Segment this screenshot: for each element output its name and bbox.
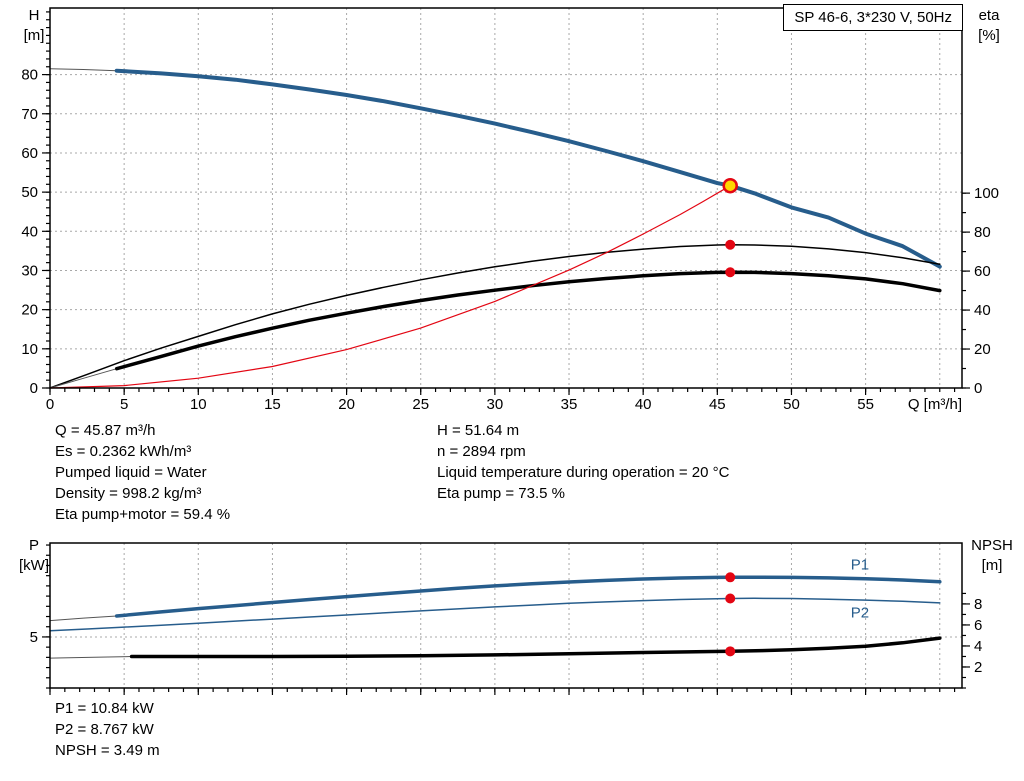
info-line-es: Es = 0.2362 kWh/m³ xyxy=(55,443,192,460)
svg-text:15: 15 xyxy=(264,396,281,413)
eta-pump-motor-extension xyxy=(49,368,118,389)
h-axis-symbol: H xyxy=(28,7,40,24)
npsh-curve xyxy=(129,636,942,659)
h-axis-title: H [m] xyxy=(14,6,54,46)
info-line-temp: Liquid temperature during operation = 20… xyxy=(437,464,730,481)
info-line-eta-total: Eta pump+motor = 59.4 % xyxy=(55,506,231,523)
info-line-liquid: Pumped liquid = Water xyxy=(55,464,207,481)
head-curve xyxy=(114,68,942,269)
p1-extension xyxy=(49,615,118,622)
svg-text:40: 40 xyxy=(21,223,38,240)
svg-text:70: 70 xyxy=(21,106,38,123)
eta-pump-motor-marker xyxy=(725,267,736,278)
eta-pump-motor-curve xyxy=(114,270,942,371)
info-line-h: H = 51.64 m xyxy=(437,422,520,439)
svg-text:55: 55 xyxy=(857,396,874,413)
head-curve-extension xyxy=(49,68,118,72)
p2-curve xyxy=(49,597,941,632)
duty-info-left: Q = 45.87 m³/h Es = 0.2362 kWh/m³ Pumped… xyxy=(55,420,230,525)
info-line-eta-pump: Eta pump = 73.5 % xyxy=(437,485,565,502)
npsh-axis-unit: [m] xyxy=(981,557,1003,574)
svg-text:10: 10 xyxy=(190,396,207,413)
info-line-p2: P2 = 8.767 kW xyxy=(55,721,154,738)
npsh-extension xyxy=(49,656,133,659)
svg-text:0: 0 xyxy=(30,380,38,397)
svg-text:60: 60 xyxy=(21,145,38,162)
npsh-marker xyxy=(725,646,736,657)
svg-text:8: 8 xyxy=(974,596,982,613)
svg-text:5: 5 xyxy=(30,629,38,646)
power-info: P1 = 10.84 kW P2 = 8.767 kW NPSH = 3.49 … xyxy=(55,698,160,761)
duty-info-right: H = 51.64 m n = 2894 rpm Liquid temperat… xyxy=(437,420,729,504)
power-npsh-chart: 5 2 4 6 8 P1 P2 xyxy=(30,542,982,695)
svg-text:50: 50 xyxy=(783,396,800,413)
eta-axis-symbol: eta xyxy=(978,7,1000,24)
info-line-p1: P1 = 10.84 kW xyxy=(55,700,154,717)
p1-label: P1 xyxy=(851,557,869,574)
svg-text:45: 45 xyxy=(709,396,726,413)
svg-text:20: 20 xyxy=(338,396,355,413)
svg-text:25: 25 xyxy=(412,396,429,413)
svg-text:30: 30 xyxy=(487,396,504,413)
p-axis-title: P [kW] xyxy=(14,536,54,576)
q-axis-title: Q [m³/h] xyxy=(907,396,962,413)
svg-text:20: 20 xyxy=(974,341,991,358)
svg-text:30: 30 xyxy=(21,262,38,279)
p1-curve xyxy=(114,575,942,618)
duty-point-marker xyxy=(722,177,738,194)
p-axis-unit: [kW] xyxy=(19,557,49,574)
svg-text:60: 60 xyxy=(974,263,991,280)
system-curve xyxy=(49,185,731,389)
svg-text:40: 40 xyxy=(974,302,991,319)
npsh-axis-symbol: NPSH xyxy=(971,537,1013,554)
eta-axis-unit: [%] xyxy=(978,27,1000,44)
info-line-q: Q = 45.87 m³/h xyxy=(55,422,156,439)
svg-text:40: 40 xyxy=(635,396,652,413)
p-axis-symbol: P xyxy=(28,537,39,554)
info-line-npsh: NPSH = 3.49 m xyxy=(55,742,160,759)
svg-text:0: 0 xyxy=(974,380,982,397)
pump-title-box: SP 46-6, 3*230 V, 50Hz xyxy=(783,4,963,31)
svg-text:35: 35 xyxy=(561,396,578,413)
p2-marker xyxy=(725,593,736,604)
svg-text:6: 6 xyxy=(974,617,982,634)
svg-text:5: 5 xyxy=(120,396,128,413)
eta-axis-title: eta [%] xyxy=(964,6,1014,46)
npsh-axis-title: NPSH [m] xyxy=(960,536,1024,576)
p2-label: P2 xyxy=(851,605,869,622)
svg-text:100: 100 xyxy=(974,185,999,202)
svg-text:20: 20 xyxy=(21,302,38,319)
info-line-density: Density = 998.2 kg/m³ xyxy=(55,485,202,502)
svg-text:80: 80 xyxy=(974,224,991,241)
svg-text:80: 80 xyxy=(21,67,38,84)
h-axis-unit: [m] xyxy=(23,27,45,44)
svg-text:4: 4 xyxy=(974,638,982,655)
eta-pump-curve xyxy=(49,244,941,389)
svg-text:2: 2 xyxy=(974,659,982,676)
svg-text:10: 10 xyxy=(21,341,38,358)
svg-text:50: 50 xyxy=(21,184,38,201)
p1-marker xyxy=(725,572,736,583)
svg-text:0: 0 xyxy=(46,396,54,413)
eta-pump-marker xyxy=(725,239,736,250)
performance-chart: 0 5 10 15 20 25 30 35 40 45 50 55 0 10 20 30 40 50 60 70 80 0… xyxy=(21,7,999,413)
info-line-n: n = 2894 rpm xyxy=(437,443,526,460)
